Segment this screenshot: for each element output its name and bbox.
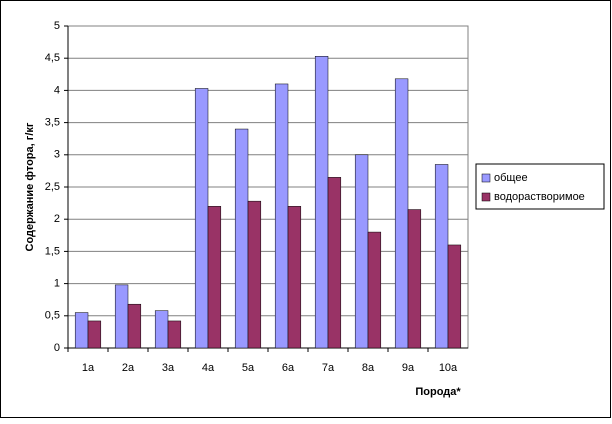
x-tick-label: 10а — [439, 362, 458, 374]
y-tick-label: 2,5 — [45, 181, 60, 193]
x-tick-label: 1а — [82, 362, 95, 374]
bar — [154, 310, 169, 349]
bar — [287, 206, 302, 349]
bar — [247, 200, 262, 349]
x-axis-title: Порода* — [415, 386, 461, 398]
legend — [475, 163, 605, 210]
bar — [167, 320, 182, 349]
bar — [114, 284, 129, 349]
bar — [407, 209, 422, 349]
y-tick-label: 2 — [54, 213, 60, 225]
x-tick-label: 8а — [362, 362, 375, 374]
bar — [314, 56, 329, 349]
y-tick-label: 5 — [54, 20, 60, 32]
y-tick-label: 0 — [54, 342, 60, 354]
bar — [274, 83, 289, 349]
bar — [87, 320, 102, 349]
y-tick-label: 3 — [54, 149, 60, 161]
x-tick-label: 2а — [122, 362, 135, 374]
bar — [327, 177, 342, 349]
bar — [394, 78, 409, 349]
bar — [74, 312, 89, 349]
y-tick-label: 0,5 — [45, 310, 60, 322]
y-tick-label: 4 — [54, 84, 60, 96]
bar — [447, 244, 462, 349]
y-axis-title: Содержание фтора, г/кг — [24, 122, 36, 251]
bar — [127, 303, 142, 349]
x-tick-label: 7а — [322, 362, 335, 374]
y-tick-label: 4,5 — [45, 52, 60, 64]
x-tick-label: 9а — [402, 362, 415, 374]
legend-swatch — [481, 192, 491, 202]
legend-swatch — [481, 173, 491, 183]
bar — [367, 231, 382, 349]
bar — [434, 164, 449, 349]
y-tick-label: 1 — [54, 278, 60, 290]
x-tick-label: 6а — [282, 362, 295, 374]
y-tick-label: 1,5 — [45, 245, 60, 257]
legend-label: общее — [494, 172, 528, 184]
bar — [207, 206, 222, 349]
bar — [234, 128, 249, 349]
x-tick-label: 5а — [242, 362, 255, 374]
legend-label: водорастворимое — [494, 191, 585, 203]
y-tick-label: 3,5 — [45, 117, 60, 129]
bar — [354, 154, 369, 349]
x-tick-label: 4а — [202, 362, 215, 374]
bar — [194, 88, 209, 349]
x-tick-label: 3а — [162, 362, 175, 374]
